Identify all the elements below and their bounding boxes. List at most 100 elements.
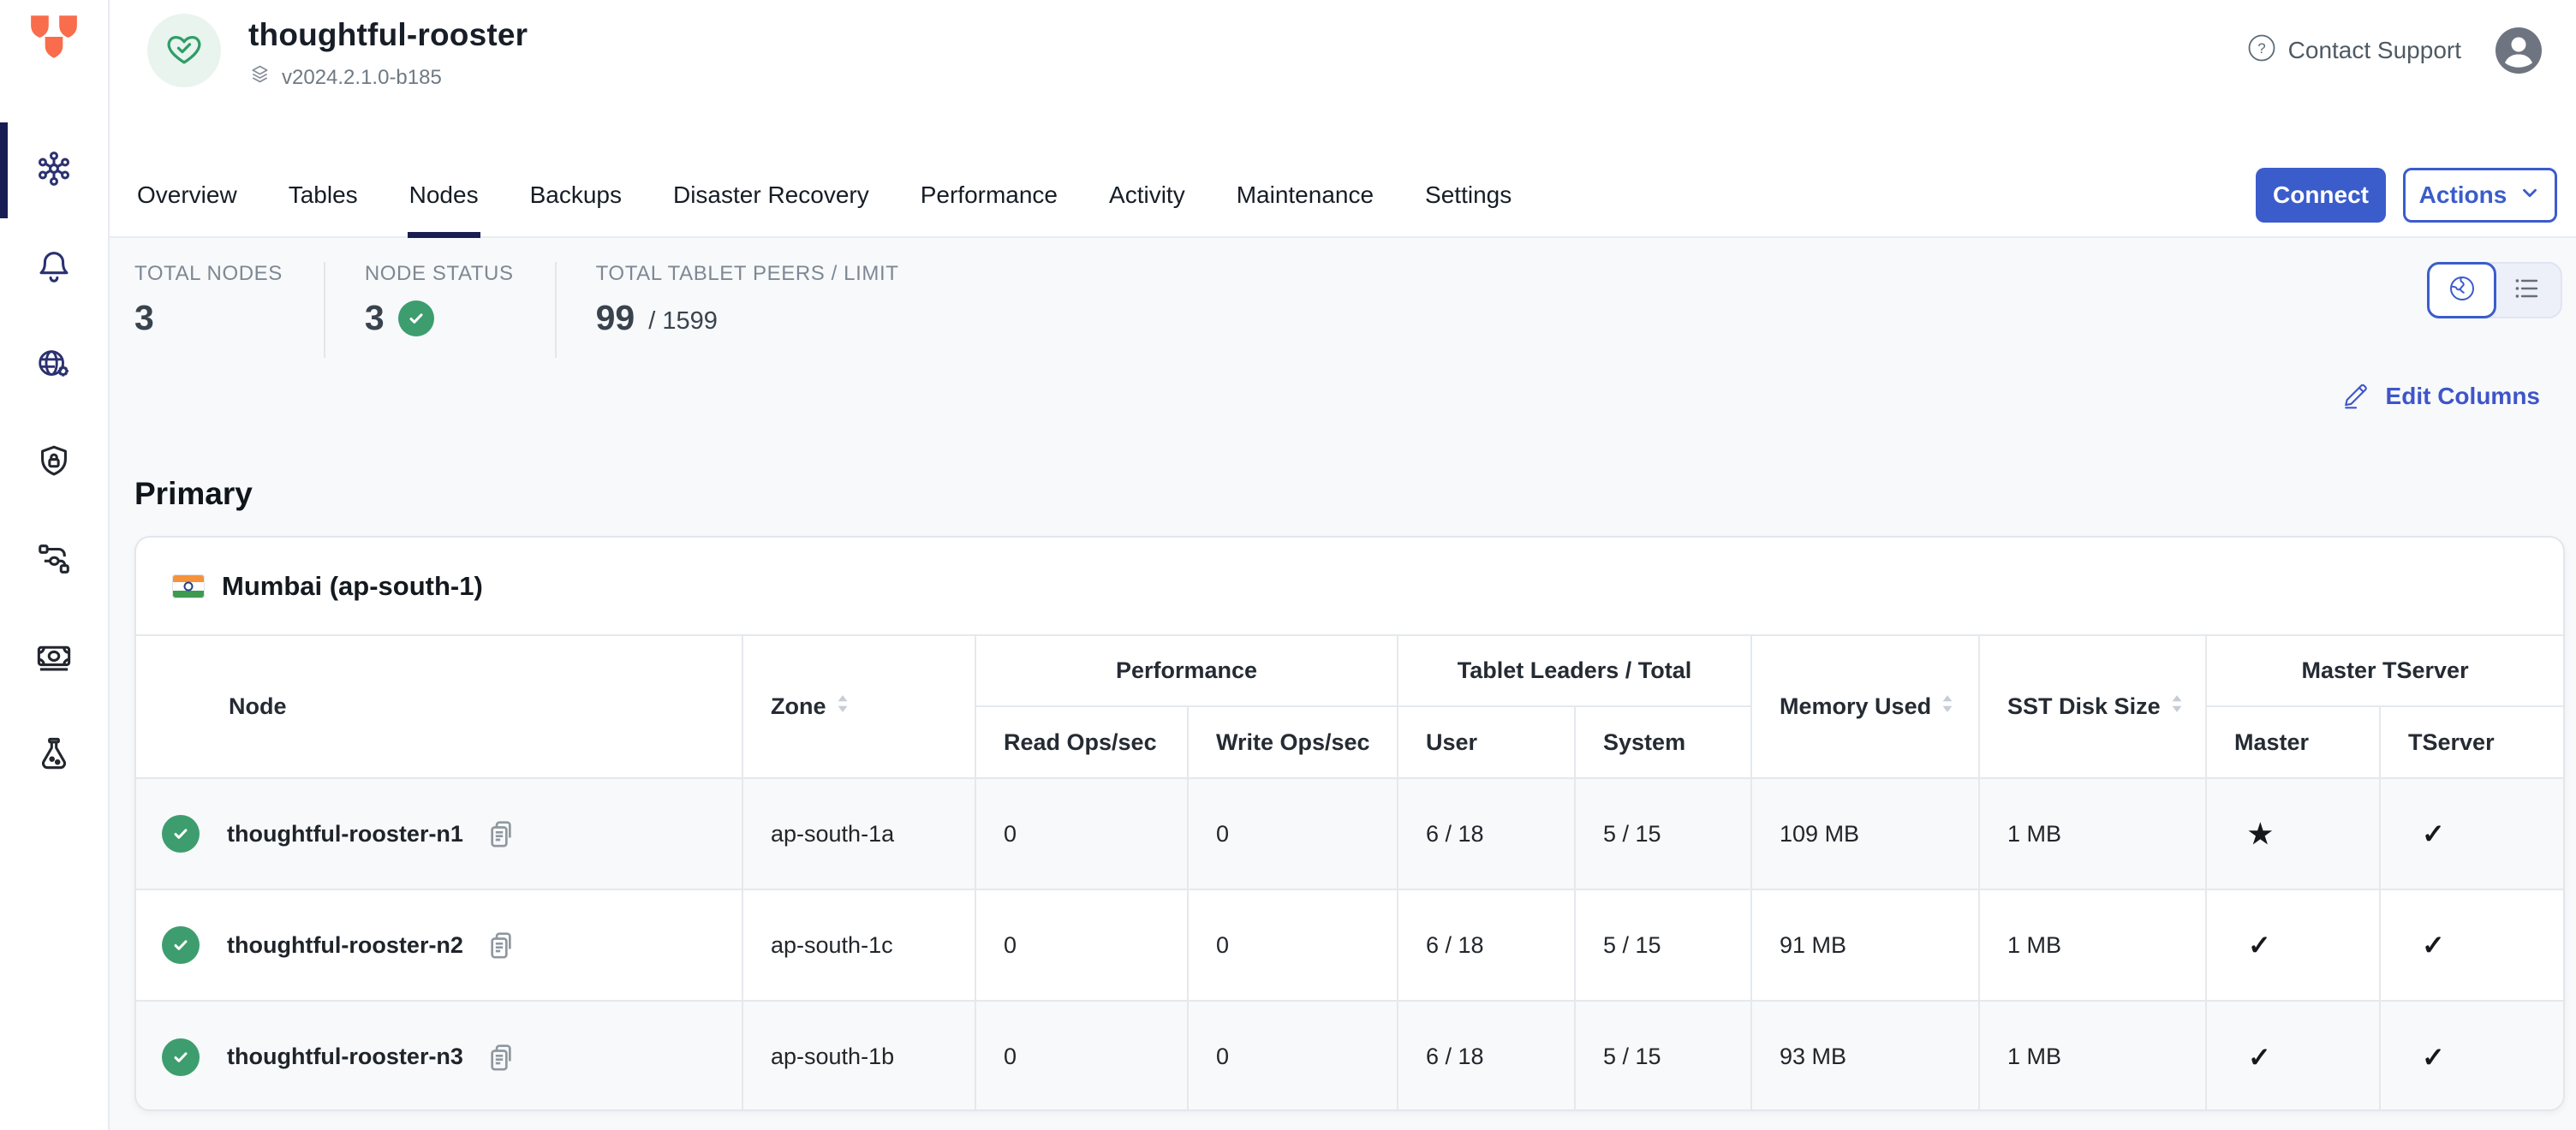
node-user-tablets: 6 / 18 <box>1398 1001 1575 1111</box>
node-tserver-indicator: ✓ <box>2380 889 2563 1001</box>
sort-icon[interactable] <box>2169 693 2185 721</box>
actions-button-label: Actions <box>2419 181 2507 209</box>
column-header-system: System <box>1575 706 1751 778</box>
yugabyte-logo <box>27 14 80 60</box>
column-header-tserver: TServer <box>2380 706 2563 778</box>
node-name[interactable]: thoughtful-rooster-n3 <box>227 1044 463 1070</box>
map-view-toggle[interactable] <box>2427 262 2496 318</box>
node-system-tablets: 5 / 15 <box>1575 889 1751 1001</box>
stat-node-status: NODE STATUS 3 <box>324 262 555 358</box>
sort-icon[interactable] <box>835 693 850 721</box>
list-view-toggle[interactable] <box>2495 264 2561 317</box>
column-header-user: User <box>1398 706 1575 778</box>
node-name[interactable]: thoughtful-rooster-n1 <box>227 821 463 848</box>
tab-maintenance[interactable]: Maintenance <box>1235 154 1375 236</box>
tab-settings[interactable]: Settings <box>1423 154 1513 236</box>
nodes-table: Node Zone Performance Tablet Leaders / T… <box>136 634 2563 1111</box>
sidebar-item-billing[interactable] <box>0 610 108 707</box>
contact-support-link[interactable]: ? Contact Support <box>2247 33 2461 68</box>
node-system-tablets: 5 / 15 <box>1575 1001 1751 1111</box>
sidebar-item-integrations[interactable] <box>0 512 108 610</box>
node-tserver-indicator: ✓ <box>2380 778 2563 889</box>
node-memory-used: 91 MB <box>1751 889 1979 1001</box>
cluster-stats: TOTAL NODES 3 NODE STATUS 3 TOTAL TAB <box>134 238 2576 358</box>
tab-disaster-recovery[interactable]: Disaster Recovery <box>671 154 871 236</box>
sidebar-item-clusters[interactable] <box>0 122 108 219</box>
node-write-ops: 0 <box>1188 1001 1398 1111</box>
connect-button[interactable]: Connect <box>2256 168 2386 223</box>
column-header-sst-label: SST Disk Size <box>2007 693 2161 720</box>
column-header-memory-used[interactable]: Memory Used <box>1751 635 1979 778</box>
flask-icon <box>34 734 74 778</box>
node-healthy-icon <box>162 1038 200 1076</box>
sidebar-item-security[interactable] <box>0 414 108 512</box>
node-user-tablets: 6 / 18 <box>1398 889 1575 1001</box>
copy-icon[interactable] <box>484 1040 518 1074</box>
stat-node-status-label: NODE STATUS <box>365 262 514 286</box>
tab-backups[interactable]: Backups <box>528 154 623 236</box>
node-name[interactable]: thoughtful-rooster-n2 <box>227 932 463 959</box>
list-icon <box>2513 273 2543 308</box>
cluster-version: v2024.2.1.0-b185 <box>282 66 442 90</box>
stat-tablet-peers-value: 99 <box>596 298 635 338</box>
pencil-icon <box>2341 377 2374 415</box>
topbar: thoughtful-rooster v2024.2.1.0-b185 <box>110 0 2576 238</box>
primary-section-heading: Primary <box>134 476 2576 512</box>
stat-tablet-peers-limit: / 1599 <box>648 307 718 336</box>
tab-performance[interactable]: Performance <box>919 154 1059 236</box>
node-sst-disk-size: 1 MB <box>1979 889 2206 1001</box>
node-zone: ap-south-1a <box>742 778 975 889</box>
column-header-node: Node <box>136 635 742 778</box>
node-healthy-icon <box>162 926 200 964</box>
sidebar-item-alerts[interactable] <box>0 219 108 317</box>
sidebar-item-labs[interactable] <box>0 707 108 805</box>
tab-tables[interactable]: Tables <box>287 154 360 236</box>
chevron-down-icon <box>2519 181 2541 210</box>
node-tserver-indicator: ✓ <box>2380 1001 2563 1111</box>
globe-gear-icon <box>34 344 74 388</box>
column-header-zone-label: Zone <box>771 693 826 720</box>
column-group-tablet-leaders: Tablet Leaders / Total <box>1398 635 1751 706</box>
edit-columns-button[interactable]: Edit Columns <box>2341 377 2540 415</box>
node-write-ops: 0 <box>1188 889 1398 1001</box>
column-header-master: Master <box>2206 706 2380 778</box>
node-read-ops: 0 <box>975 1001 1188 1111</box>
actions-button[interactable]: Actions <box>2403 168 2557 223</box>
node-read-ops: 0 <box>975 778 1188 889</box>
node-healthy-icon <box>162 815 200 853</box>
tab-nodes[interactable]: Nodes <box>408 154 480 236</box>
workflow-icon <box>34 539 74 583</box>
node-memory-used: 93 MB <box>1751 1001 1979 1111</box>
sidebar-item-network[interactable] <box>0 317 108 414</box>
layers-icon <box>248 63 271 92</box>
column-header-memory-label: Memory Used <box>1780 693 1931 720</box>
stat-total-nodes: TOTAL NODES 3 <box>134 262 324 358</box>
status-healthy-icon <box>398 300 434 336</box>
tab-activity[interactable]: Activity <box>1107 154 1187 236</box>
cluster-name-title: thoughtful-rooster <box>248 17 528 53</box>
stat-tablet-peers-label: TOTAL TABLET PEERS / LIMIT <box>596 262 899 286</box>
tab-overview[interactable]: Overview <box>135 154 239 236</box>
node-write-ops: 0 <box>1188 778 1398 889</box>
shield-lock-icon <box>34 442 74 485</box>
view-mode-toggle <box>2427 262 2562 318</box>
node-master-indicator: ✓ <box>2206 889 2380 1001</box>
copy-icon[interactable] <box>484 817 518 851</box>
node-zone: ap-south-1c <box>742 889 975 1001</box>
column-header-zone[interactable]: Zone <box>742 635 975 778</box>
sort-icon[interactable] <box>1940 693 1955 721</box>
user-avatar[interactable] <box>2496 27 2542 74</box>
table-row: thoughtful-rooster-n2 ap- <box>136 889 2563 1001</box>
node-read-ops: 0 <box>975 889 1188 1001</box>
region-card: Mumbai (ap-south-1) Node Zone <box>134 536 2565 1111</box>
heart-check-icon <box>164 29 204 73</box>
region-title: Mumbai (ap-south-1) <box>222 571 483 602</box>
node-memory-used: 109 MB <box>1751 778 1979 889</box>
stat-tablet-peers: TOTAL TABLET PEERS / LIMIT 99 / 1599 <box>555 262 940 358</box>
column-header-sst-disk-size[interactable]: SST Disk Size <box>1979 635 2206 778</box>
column-header-write-ops: Write Ops/sec <box>1188 706 1398 778</box>
table-row: thoughtful-rooster-n3 ap- <box>136 1001 2563 1111</box>
copy-icon[interactable] <box>484 928 518 962</box>
cluster-hub-icon <box>34 149 74 193</box>
edit-columns-label: Edit Columns <box>2386 383 2540 410</box>
